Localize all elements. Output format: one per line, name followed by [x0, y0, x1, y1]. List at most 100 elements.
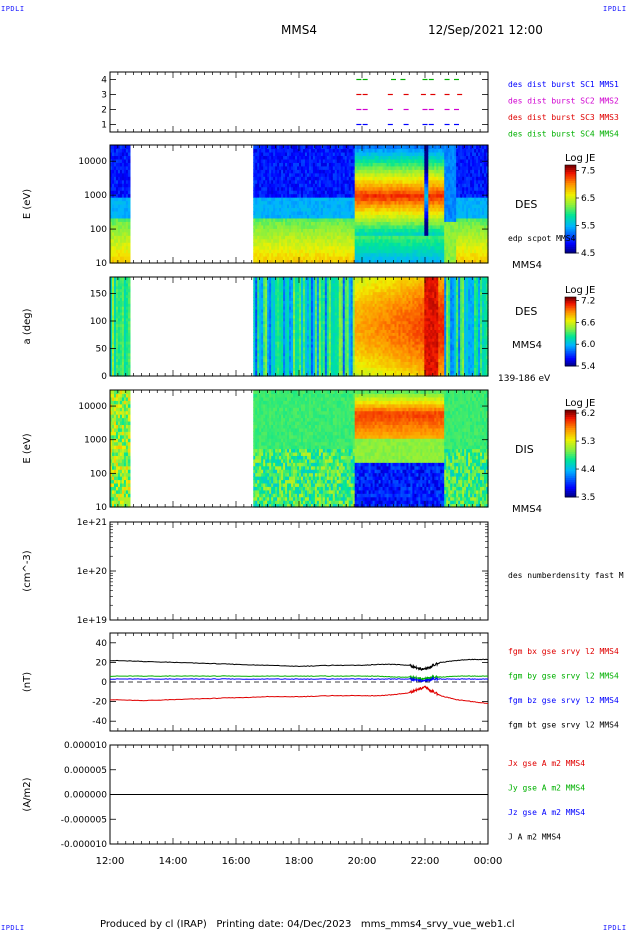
des_energy-cell — [257, 214, 260, 219]
des_energy-cell — [115, 179, 119, 184]
des_energy-cell — [382, 162, 386, 167]
des_energy-cell — [304, 172, 308, 177]
des_energy-cell — [306, 162, 310, 167]
des_energy-cell — [340, 172, 344, 177]
des_energy-cell — [320, 238, 324, 243]
des_energy-cell — [338, 172, 342, 177]
des_energy-cell — [279, 235, 282, 240]
des_energy-cell — [326, 183, 330, 188]
des_energy-cell — [374, 207, 378, 212]
des_energy-cell — [253, 245, 256, 250]
des_energy-cell — [113, 210, 117, 216]
des_energy-cell — [265, 148, 268, 153]
des_energy-cell — [372, 214, 376, 219]
des_energy-cell — [115, 155, 119, 160]
des_energy-cell — [364, 228, 368, 233]
des_energy-cell — [117, 231, 121, 236]
des_energy-cell — [380, 176, 384, 181]
des_energy-cell — [306, 176, 310, 181]
des_energy-cell — [376, 249, 380, 254]
des_energy-cell — [263, 256, 266, 261]
des_energy-cell — [269, 228, 272, 233]
des_energy-cell — [344, 148, 348, 153]
des_energy-cell — [283, 207, 286, 212]
des_energy-cell — [370, 193, 374, 198]
des_energy-cell — [354, 259, 358, 264]
des_energy-cell — [271, 204, 274, 209]
des_energy-cell — [352, 158, 356, 163]
des_energy-cell — [275, 158, 278, 163]
des_energy-cell — [306, 148, 310, 153]
des_energy-cell — [115, 151, 119, 157]
des_energy-cell — [350, 183, 354, 188]
des_energy-cell — [287, 165, 290, 170]
des_energy-cell — [297, 256, 300, 261]
des_energy-cell — [366, 155, 370, 160]
des_energy-cell — [273, 249, 276, 254]
des_energy-cell — [336, 193, 340, 198]
des_energy-cell — [265, 176, 268, 181]
des_energy-cell — [115, 224, 119, 229]
des_energy-cell — [366, 238, 370, 243]
des_energy-cell — [291, 252, 294, 257]
des_energy-cell — [358, 186, 362, 191]
des_energy-cell — [253, 217, 256, 222]
des_energy-cell — [366, 200, 370, 205]
des_energy-cell — [312, 200, 316, 205]
des_energy-cell — [277, 210, 280, 216]
des_energy-cell — [366, 242, 370, 247]
des_energy-cell — [283, 224, 286, 229]
des_energy-cell — [117, 193, 121, 198]
des_energy-cell — [127, 151, 131, 157]
des_energy-cell — [366, 145, 370, 150]
des_energy-cell — [342, 245, 346, 250]
des_energy-cell — [332, 155, 336, 160]
des_energy-cell — [123, 172, 127, 177]
des_energy-cell — [336, 238, 340, 243]
des_energy-cell — [119, 252, 123, 257]
des_energy-cell — [253, 148, 256, 153]
des_energy-cell — [255, 162, 258, 167]
des_energy-cell — [320, 249, 324, 254]
des_energy-cell — [344, 179, 348, 184]
des_energy-cell — [374, 186, 378, 191]
des_energy-cell — [265, 145, 268, 150]
des_energy-cell — [330, 235, 334, 240]
des_energy-cell — [113, 259, 117, 264]
des_energy-cell — [271, 158, 274, 163]
des_energy-cell — [350, 224, 354, 229]
des_energy-cell — [312, 259, 316, 264]
des_energy-cell — [370, 238, 374, 243]
des_energy-cell — [275, 145, 278, 150]
des_energy-cell — [273, 210, 276, 216]
des_energy-cell — [302, 158, 306, 163]
des_energy-cell — [259, 148, 262, 153]
des_energy-cell — [273, 221, 276, 226]
des_energy-cell — [269, 235, 272, 240]
des_energy-cell — [281, 148, 284, 153]
des_energy-cell — [312, 252, 316, 257]
des_energy-cell — [334, 235, 338, 240]
des_energy-cell — [324, 228, 328, 233]
des_energy-cell — [320, 256, 324, 261]
des_energy-cell — [322, 197, 326, 202]
des_energy-cell — [356, 186, 360, 191]
des_energy-cell — [295, 162, 298, 167]
des_energy-cell — [304, 183, 308, 188]
des_energy-cell — [257, 183, 260, 188]
des_energy-cell — [277, 158, 280, 163]
des_energy-cell — [354, 214, 358, 219]
des_energy-cell — [340, 186, 344, 191]
des_energy-cell — [293, 186, 296, 191]
des_energy-cell — [380, 207, 384, 212]
des_energy-cell — [123, 200, 127, 205]
des_energy-cell — [332, 158, 336, 163]
des_energy-cell — [334, 200, 338, 205]
des_energy-cell — [318, 210, 322, 216]
des_energy-cell — [318, 176, 322, 181]
des_energy-cell — [261, 200, 264, 205]
des_energy-cell — [342, 242, 346, 247]
des_energy-cell — [350, 148, 354, 153]
des_energy-cell — [261, 256, 264, 261]
des_energy-cell — [322, 151, 326, 157]
